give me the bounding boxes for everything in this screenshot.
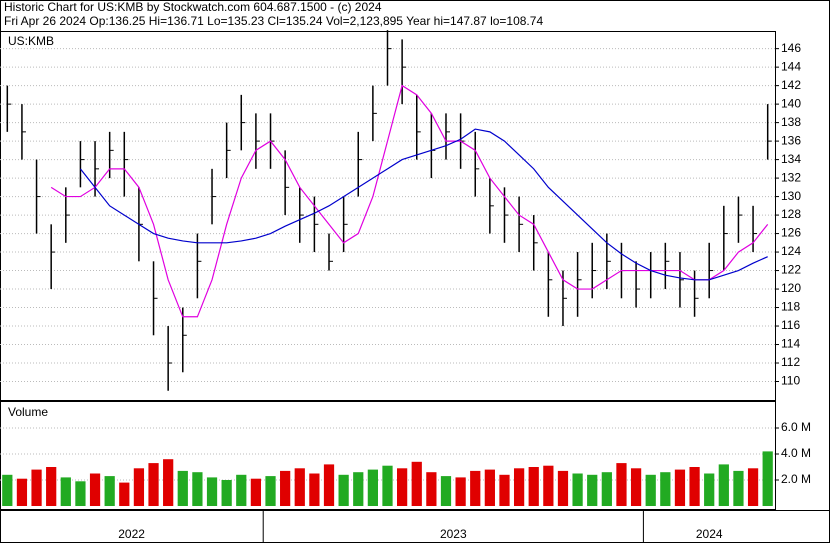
y-tick-label: 126 (781, 226, 801, 240)
volume-bar (250, 478, 262, 506)
y-tick-label: 140 (781, 96, 801, 110)
volume-panel (0, 401, 776, 510)
volume-bar (367, 469, 378, 506)
moving-average (50, 84, 769, 318)
volume-bar (674, 469, 686, 506)
v-tick-label: 2.0 M (781, 472, 811, 486)
volume-bar (338, 474, 349, 506)
volume-bar (747, 468, 759, 506)
y-tick-label: 130 (781, 189, 801, 203)
volume-bar (689, 467, 700, 506)
y-tick-label: 138 (781, 115, 801, 129)
volume-bar (323, 464, 335, 506)
x-tick-label: 2024 (696, 527, 723, 541)
volume-bar (630, 468, 642, 506)
volume-bar (221, 480, 232, 506)
volume-bar (119, 482, 130, 506)
y-tick-label: 128 (781, 207, 801, 221)
volume-bar (2, 474, 13, 506)
volume-bar (309, 473, 320, 506)
volume-bar (75, 481, 86, 506)
volume-bar (294, 468, 305, 506)
y-tick-label: 114 (781, 337, 800, 351)
y-tick-label: 136 (781, 133, 801, 147)
volume-bar (718, 464, 729, 506)
moving-average (79, 128, 768, 281)
volume-bar (104, 476, 115, 506)
volume-bar (528, 467, 539, 506)
y-tick-label: 144 (781, 59, 801, 73)
y-tick-label: 116 (781, 318, 800, 332)
volume-bar (557, 470, 569, 506)
volume-bar (280, 470, 291, 506)
volume-bar (704, 473, 715, 506)
volume-bar (148, 463, 159, 506)
volume-bar (16, 478, 28, 506)
volume-bar (397, 468, 408, 506)
quote-line: Fri Apr 26 2024 Op:136.25 Hi=136.71 Lo=1… (4, 14, 543, 28)
volume-bar (587, 474, 598, 506)
y-tick-label: 124 (781, 244, 801, 258)
volume-bar (733, 470, 744, 506)
volume-bar (513, 468, 525, 506)
y-tick-label: 142 (781, 78, 801, 92)
volume-bar (265, 476, 276, 506)
y-tick-label: 110 (781, 374, 800, 388)
volume-bar (470, 470, 481, 506)
volume-bar (163, 459, 174, 506)
y-tick-label: 132 (781, 170, 801, 184)
volume-bar (236, 474, 247, 506)
y-tick-label: 118 (781, 300, 800, 314)
volume-bar (660, 472, 671, 506)
volume-bar (543, 465, 554, 506)
volume-bar (762, 451, 773, 506)
volume-label: Volume (8, 405, 48, 419)
y-tick-label: 112 (781, 355, 800, 369)
volume-bar (89, 473, 101, 506)
y-tick-label: 134 (781, 152, 801, 166)
symbol-label: US:KMB (8, 34, 54, 48)
y-tick-label: 120 (781, 281, 801, 295)
volume-bar (31, 469, 42, 506)
volume-bar (411, 461, 422, 506)
volume-bar (484, 469, 495, 506)
volume-bar (192, 472, 203, 506)
volume-bar (60, 477, 71, 506)
volume-bar (440, 476, 452, 506)
volume-bar (572, 473, 583, 506)
volume-bar (353, 472, 364, 506)
v-tick-label: 6.0 M (781, 420, 811, 434)
x-tick-label: 2022 (118, 527, 145, 541)
volume-bar (499, 474, 510, 506)
y-tick-label: 146 (781, 41, 801, 55)
volume-bar (382, 465, 393, 506)
volume-bar (46, 467, 57, 506)
volume-bar (133, 468, 145, 506)
volume-bar (206, 477, 218, 506)
volume-bar (645, 474, 656, 506)
y-tick-label: 122 (781, 263, 801, 277)
volume-bar (601, 472, 612, 506)
volume-bar (616, 463, 627, 506)
v-tick-label: 4.0 M (781, 446, 811, 460)
volume-bar (455, 477, 466, 506)
chart-title: Historic Chart for US:KMB by Stockwatch.… (4, 0, 382, 14)
volume-bar (426, 472, 437, 506)
volume-bar (177, 470, 188, 506)
x-tick-label: 2023 (440, 527, 467, 541)
